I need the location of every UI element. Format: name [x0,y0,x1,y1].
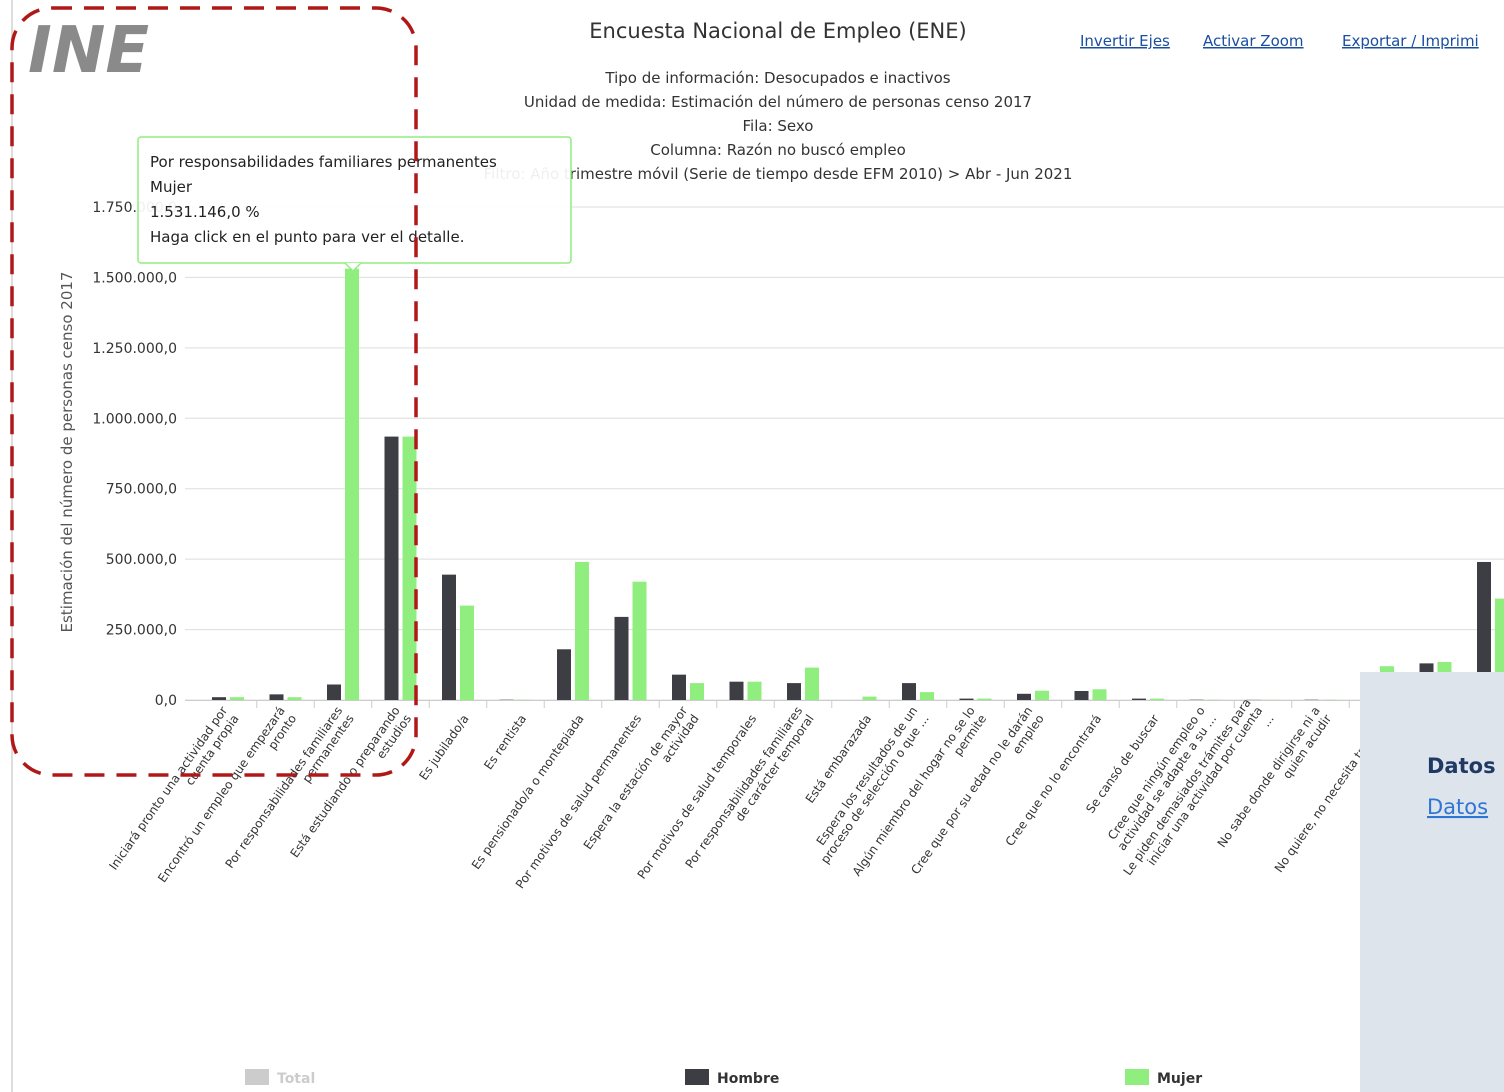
tooltip-title: Por responsabilidades familiares permane… [150,153,497,171]
subtitle-line: Tipo de información: Desocupados e inact… [604,69,950,87]
x-tick-group: Es pensionado/a o montepiada [469,712,587,872]
bar [402,436,417,700]
y-tick-label: 500.000,0 [106,552,177,568]
bar [212,697,226,700]
y-tick-label: 0,0 [155,693,177,709]
subtitle-line: Fila: Sexo [743,117,814,135]
link[interactable]: Activar Zoom [1203,32,1304,50]
x-tick-group: Está estudiando o preparandoestudios [287,704,414,868]
subtitle-line: Unidad de medida: Estimación del número … [524,93,1032,111]
bar [345,268,359,700]
y-tick-label: 250.000,0 [106,623,177,639]
tooltip-series: Mujer [150,178,193,196]
chart-title: Encuesta Nacional de Empleo (ENE) [589,19,966,43]
bar [230,697,244,700]
link[interactable]: Invertir Ejes [1080,32,1170,50]
bar [1017,693,1031,700]
y-tick-label: 1.000.000,0 [92,411,177,427]
bar [1074,690,1089,700]
x-tick-label: Es rentista [481,712,529,772]
legend-label[interactable]: Mujer [1157,1071,1202,1087]
bar [977,698,992,700]
y-tick-label: 1.250.000,0 [92,341,177,357]
y-tick-label: 750.000,0 [106,482,177,498]
bar [805,667,819,700]
logo: INE [28,14,149,88]
bar [729,681,744,700]
panel-heading: Datos [1427,754,1496,778]
bar [959,698,974,700]
legend-swatch[interactable] [685,1069,709,1085]
link[interactable]: Exportar / Imprimi [1342,32,1479,50]
bar [1150,698,1164,700]
bar [1132,698,1146,700]
bar [327,684,341,700]
tooltip-value: 1.531.146,0 % [150,203,260,221]
bar [614,616,629,700]
x-tick-group: Es jubilado/a [416,712,471,783]
legend-label[interactable]: Total [277,1071,315,1087]
legend-swatch[interactable] [1125,1069,1149,1085]
x-tick-label: Es jubilado/a [416,712,471,783]
legend-label[interactable]: Hombre [717,1071,779,1087]
bar [384,436,399,700]
highlight-frame [10,6,418,777]
bar [442,574,456,700]
bar [287,697,302,700]
bar [1092,689,1107,700]
bar [269,694,284,700]
bar [862,696,877,700]
bar [920,692,934,700]
tooltip: Por responsabilidades familiares permane… [137,136,572,273]
bar [787,683,801,700]
bar [672,674,686,700]
bar [690,683,704,700]
tooltip-pointer [344,262,362,273]
bar [557,649,571,700]
subtitle-line: Columna: Razón no buscó empleo [650,141,906,159]
x-tick-group: Es rentista [481,712,529,772]
side-panel [1360,672,1504,1092]
x-tick-label: Está estudiando o preparandoestudios [287,704,414,868]
legend-swatch[interactable] [245,1069,269,1085]
y-tick-label: 1.500.000,0 [92,270,177,286]
bar [1477,561,1491,700]
bar [460,605,474,700]
bar [1035,690,1049,700]
bar [747,681,762,700]
y-axis-label: Estimación del número de personas censo … [58,272,76,633]
panel-link[interactable]: Datos [1427,795,1488,819]
subtitle-line: Filtro: Año trimestre móvil (Serie de ti… [484,165,1073,183]
x-tick-label: Es pensionado/a o montepiada [469,712,587,872]
bar [1495,598,1504,700]
tooltip-note: Haga click en el punto para ver el detal… [150,228,464,246]
bar [575,561,589,700]
bar [632,581,647,700]
bar [902,683,916,700]
